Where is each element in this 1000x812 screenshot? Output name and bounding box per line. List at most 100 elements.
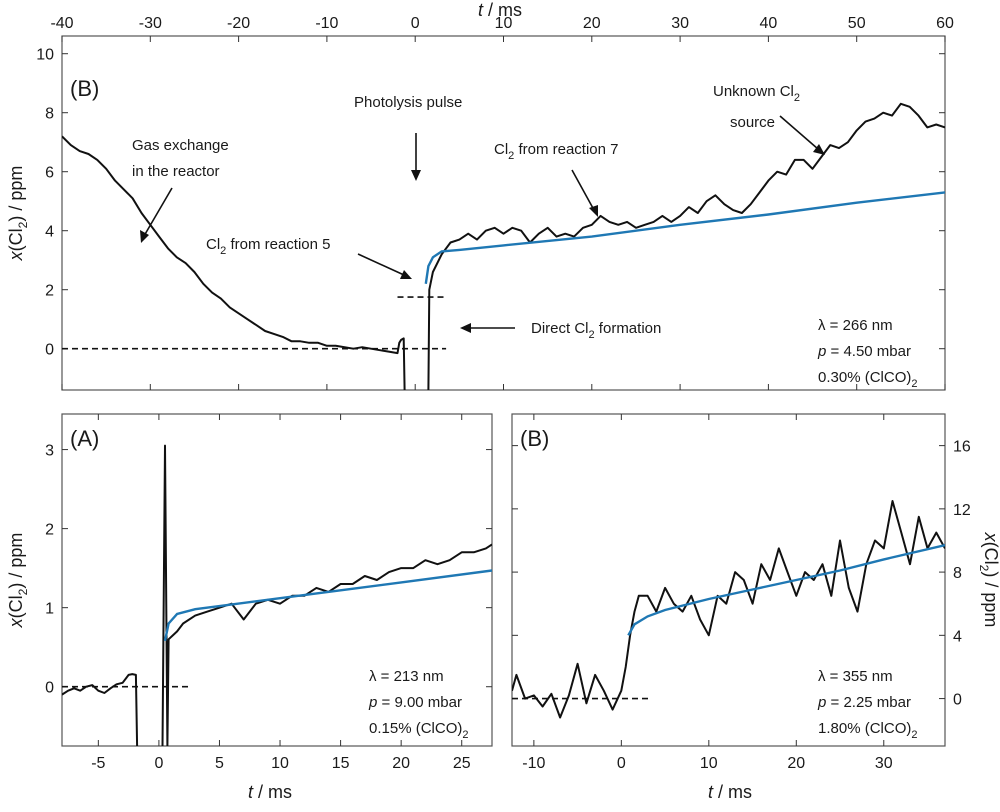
bottom-right-y-axis: 0 4 8 12 16	[512, 439, 971, 709]
top-x-tick-label: 10	[495, 15, 513, 32]
bottom-right-x-axis-title: t / ms	[708, 782, 752, 802]
chart-bottom-left-panel: -5 0 5 10 15 20 25 0 1 2 3 t / ms x(Cl2) / ppm (A…	[6, 413, 493, 802]
top-trace-line-1	[427, 102, 945, 390]
top-info-box: λ = 266 nm p = 4.50 mbar 0.30% (ClCO)2	[817, 317, 917, 390]
bottom-right-x-axis: -10 0 10 20 30	[522, 414, 893, 772]
bottom-left-info-pressure: p = 9.00 mbar	[368, 694, 462, 711]
bottom-left-plot-area	[62, 444, 492, 746]
top-info-mixture: 0.30% (ClCO)2	[818, 369, 917, 390]
bottom-left-trace-line-0	[62, 673, 139, 746]
arrowhead-gas-exchange	[140, 230, 149, 243]
bottom-right-info-wavelength: λ = 355 nm	[818, 668, 893, 685]
bottom-right-panel-label: (B)	[520, 426, 549, 451]
bottom-right-y-tick-label: 12	[953, 502, 971, 519]
arrowhead-unknown-source	[813, 144, 825, 155]
top-y-tick-label: 10	[36, 47, 54, 64]
bottom-left-x-tick-label: 0	[154, 755, 163, 772]
bottom-right-x-tick-label: 10	[700, 755, 718, 772]
bottom-left-x-tick-label: 20	[392, 755, 410, 772]
top-x-tick-label: 0	[411, 15, 420, 32]
arrow-unknown-source	[779, 115, 819, 150]
bottom-right-fit-line-1	[627, 544, 945, 636]
bottom-right-x-tick-label: 0	[617, 755, 626, 772]
bottom-left-panel-label: (A)	[70, 426, 99, 451]
bottom-left-x-tick-label: -5	[91, 755, 105, 772]
bottom-left-y-tick-label: 3	[45, 443, 54, 460]
arrowhead-direct-formation	[460, 323, 471, 333]
bottom-left-info-box: λ = 213 nm p = 9.00 mbar 0.15% (ClCO)2	[368, 668, 468, 741]
top-x-tick-label: -30	[139, 15, 162, 32]
top-x-tick-label: 40	[760, 15, 778, 32]
top-panel-label: (B)	[70, 76, 99, 101]
top-y-tick-label: 8	[45, 106, 54, 123]
top-y-tick-label: 4	[45, 224, 54, 241]
bottom-right-info-box: λ = 355 nm p = 2.25 mbar 1.80% (ClCO)2	[817, 668, 917, 741]
top-x-tick-label: 20	[583, 15, 601, 32]
annotation-reaction-5: Cl2 from reaction 5	[206, 236, 331, 257]
bottom-right-y-axis-title: x(Cl2) / ppm	[977, 532, 1000, 628]
annotation-direct-formation: Direct Cl2 formation	[531, 320, 661, 341]
top-x-axis-top: -40 -30 -20 -10 0 10 20 30 40 50 60	[50, 15, 954, 390]
top-y-tick-label: 6	[45, 165, 54, 182]
bottom-left-y-axis-title: x(Cl2) / ppm	[6, 533, 30, 629]
annotation-unknown-source-1: Unknown Cl2	[713, 83, 800, 104]
bottom-left-y-axis: 0 1 2 3	[45, 443, 492, 697]
top-x-tick-label: 60	[936, 15, 954, 32]
arrow-reaction-5	[357, 253, 405, 276]
bottom-right-y-tick-label: 0	[953, 692, 962, 709]
bottom-right-x-tick-label: 30	[875, 755, 893, 772]
bottom-left-x-tick-label: 15	[332, 755, 350, 772]
bottom-left-info-wavelength: λ = 213 nm	[369, 668, 444, 685]
bottom-right-y-tick-label: 8	[953, 565, 962, 582]
top-info-wavelength: λ = 266 nm	[818, 317, 893, 334]
bottom-left-plot-frame	[61, 413, 493, 747]
bottom-right-plot-area	[512, 500, 945, 719]
annotation-photolysis: Photolysis pulse	[354, 94, 462, 111]
top-y-axis: 0 2 4 6 8 10	[36, 47, 945, 359]
bottom-left-y-tick-label: 2	[45, 522, 54, 539]
bottom-right-x-tick-label: -10	[522, 755, 545, 772]
bottom-right-info-pressure: p = 2.25 mbar	[817, 694, 911, 711]
top-x-axis-title: t / ms	[478, 0, 522, 20]
bottom-left-fit-line-2	[163, 569, 492, 642]
top-x-tick-label: 50	[848, 15, 866, 32]
bottom-left-info-mixture: 0.15% (ClCO)2	[369, 720, 468, 741]
arrow-gas-exchange	[143, 187, 173, 237]
bottom-left-y-tick-label: 1	[45, 601, 54, 618]
bottom-left-x-axis: -5 0 5 10 15 20 25	[91, 414, 471, 772]
bottom-left-trace-line-1	[161, 444, 492, 746]
top-x-tick-label: 30	[671, 15, 689, 32]
bottom-left-x-tick-label: 5	[215, 755, 224, 772]
bottom-right-plot-frame	[511, 413, 946, 747]
bottom-right-trace-line-0	[512, 500, 945, 719]
arrowhead-reaction-5	[400, 270, 412, 279]
annotation-gas-exchange-1: Gas exchange	[132, 137, 229, 154]
top-plot-area	[62, 102, 945, 390]
top-info-pressure: p = 4.50 mbar	[817, 343, 911, 360]
bottom-right-x-tick-label: 20	[787, 755, 805, 772]
bottom-left-x-tick-label: 10	[271, 755, 289, 772]
annotation-unknown-source-2: source	[730, 114, 775, 131]
bottom-right-y-tick-label: 4	[953, 628, 962, 645]
top-x-tick-label: -40	[50, 15, 73, 32]
arrowhead-reaction-7	[589, 205, 598, 217]
top-plot-frame	[61, 35, 946, 391]
bottom-left-x-axis-title: t / ms	[248, 782, 292, 802]
top-y-tick-label: 2	[45, 283, 54, 300]
top-y-tick-label: 0	[45, 342, 54, 359]
bottom-right-info-mixture: 1.80% (ClCO)2	[818, 720, 917, 741]
top-y-axis-title: x(Cl2) / ppm	[6, 166, 30, 262]
bottom-right-y-tick-label: 16	[953, 439, 971, 456]
top-x-tick-label: -20	[227, 15, 250, 32]
annotation-gas-exchange-2: in the reactor	[132, 163, 220, 180]
top-trace-line-0	[62, 135, 406, 390]
annotation-reaction-7: Cl2 from reaction 7	[494, 141, 619, 162]
bottom-left-x-tick-label: 25	[453, 755, 471, 772]
top-fit-line-2	[424, 191, 945, 284]
bottom-left-y-tick-label: 0	[45, 680, 54, 697]
top-x-tick-label: -10	[315, 15, 338, 32]
chart-top-panel: -40 -30 -20 -10 0 10 20 30 40 50 60 0 2 4 6 8 10 t / ms…	[6, 0, 954, 391]
arrowhead-photolysis	[411, 170, 421, 181]
arrow-reaction-7	[571, 169, 595, 211]
